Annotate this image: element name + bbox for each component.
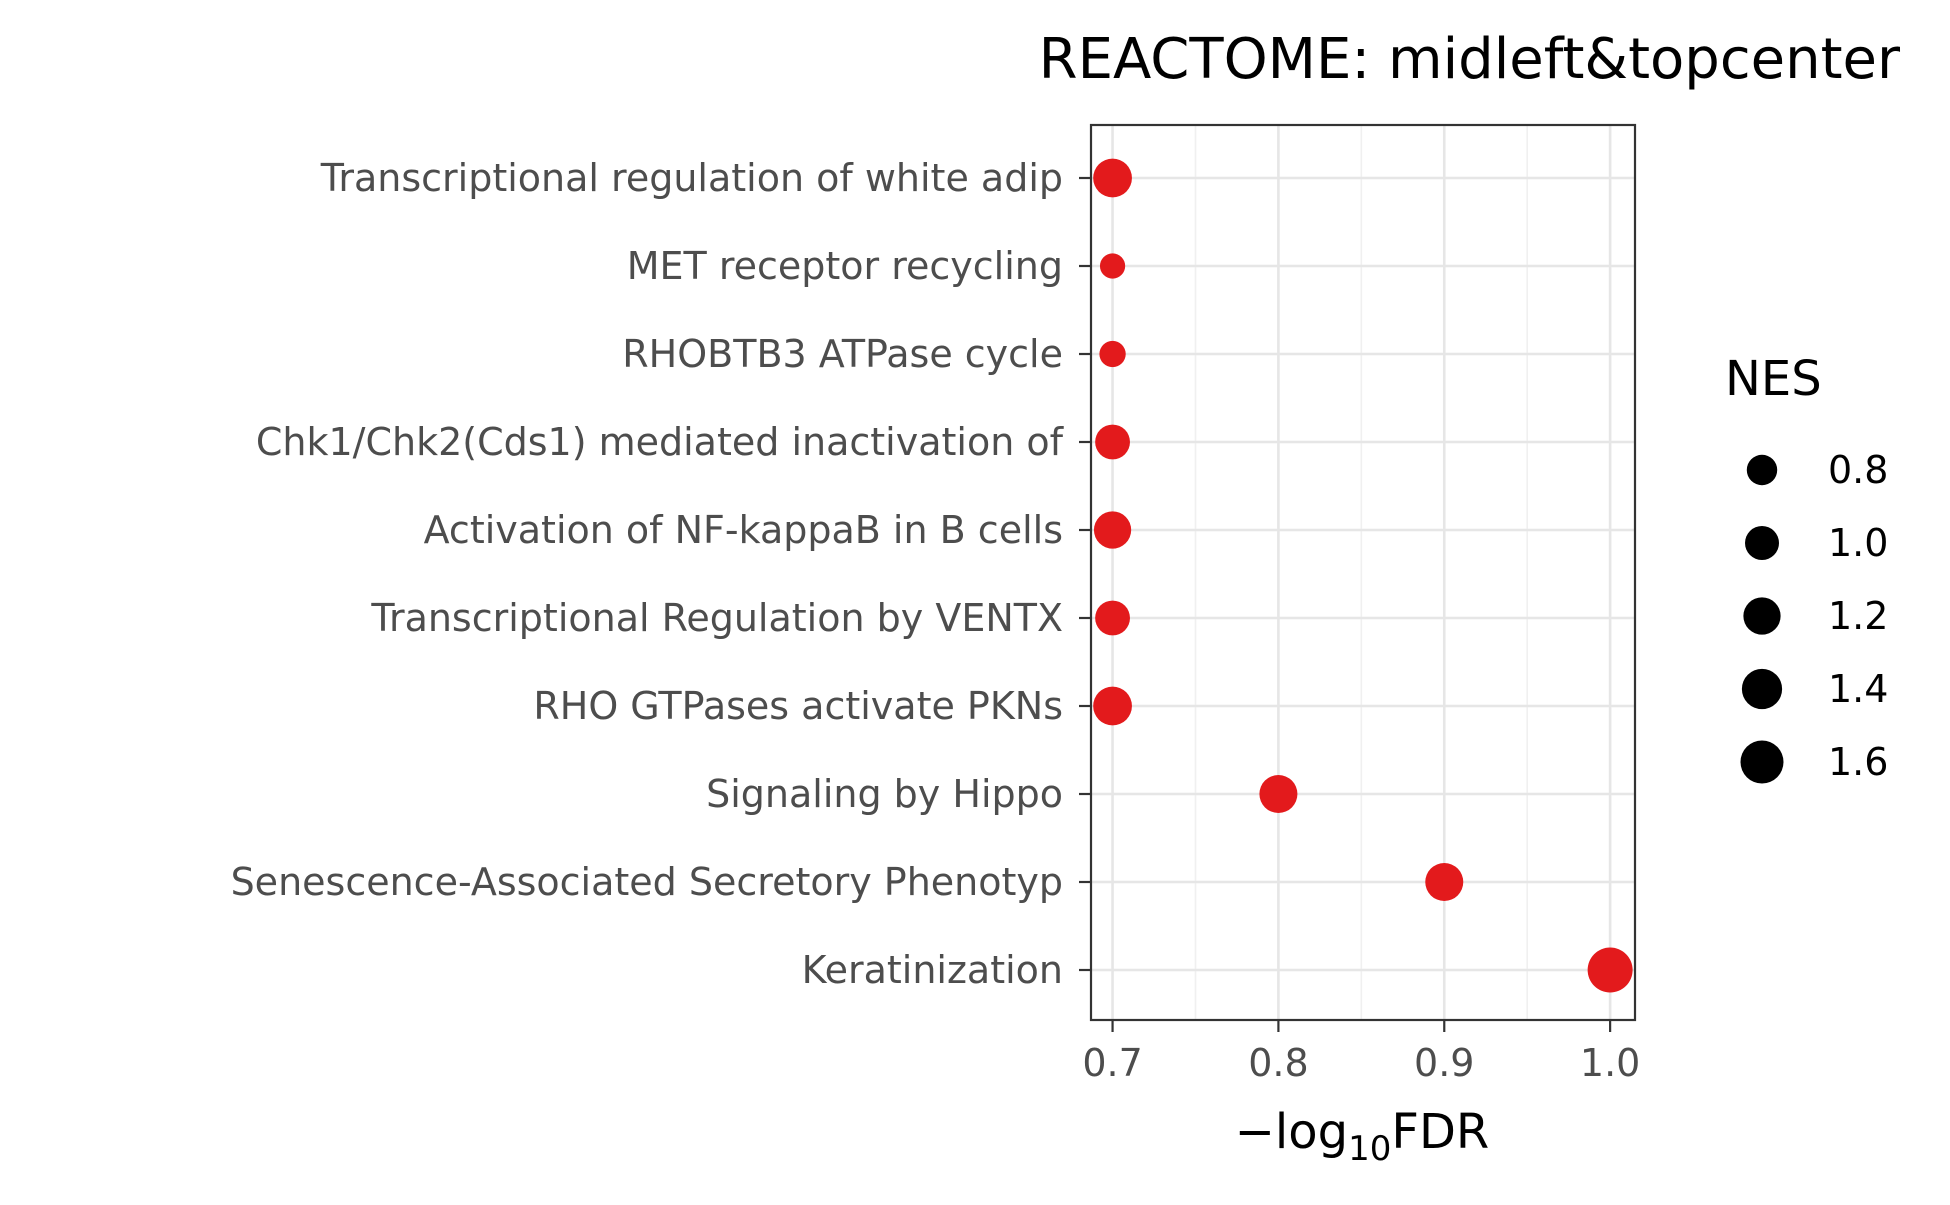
y-tick-label: MET receptor recycling	[627, 244, 1063, 288]
legend-label: 0.8	[1828, 448, 1888, 492]
data-point	[1259, 774, 1298, 814]
legend-items: 0.8 1.0 1.2 1.4 1.6	[1740, 448, 1888, 784]
x-tick-label: 0.9	[1414, 1041, 1474, 1085]
chart-title: REACTOME: midleft&topcenter	[1039, 27, 1901, 92]
y-tick-label: Transcriptional regulation of white adip	[320, 156, 1063, 200]
x-tick-label: 0.8	[1248, 1041, 1308, 1085]
y-tick-label: Chk1/Chk2(Cds1) mediated inactivation of	[256, 420, 1065, 464]
y-tick-label: Senescence-Associated Secretory Phenotyp	[231, 860, 1063, 904]
y-tick-label: RHO GTPases activate PKNs	[533, 684, 1063, 728]
data-point	[1099, 340, 1126, 368]
data-point	[1093, 511, 1132, 549]
x-axis-title-tail: FDR	[1391, 1104, 1489, 1160]
data-point	[1095, 600, 1130, 636]
points-layer	[1093, 158, 1633, 993]
y-tick-label: Keratinization	[802, 948, 1063, 992]
x-axis-title-subscript: 10	[1348, 1129, 1391, 1169]
data-point	[1095, 424, 1130, 460]
legend-key-circle	[1740, 740, 1784, 784]
data-point	[1093, 158, 1132, 198]
x-tick-label: 0.7	[1082, 1041, 1142, 1085]
legend-key-circle	[1746, 454, 1778, 486]
legend-title: NES	[1725, 351, 1822, 407]
y-tick-label: Activation of NF-kappaB in B cells	[424, 508, 1063, 552]
data-point	[1425, 862, 1464, 902]
legend-label: 1.6	[1828, 740, 1888, 784]
data-point	[1587, 947, 1633, 993]
legend-label: 1.2	[1828, 594, 1888, 638]
data-point	[1093, 686, 1132, 726]
legend-key-circle	[1745, 526, 1779, 560]
y-tick-label: RHOBTB3 ATPase cycle	[622, 332, 1063, 376]
legend-key-circle	[1741, 668, 1783, 710]
x-tick-label: 1.0	[1580, 1041, 1640, 1085]
x-axis-title: −log10FDR	[1235, 1104, 1490, 1169]
x-axis-title-main: −log	[1235, 1104, 1348, 1160]
y-axis: Transcriptional regulation of white adip…	[231, 156, 1091, 992]
grid-layer	[1091, 125, 1635, 1020]
x-axis: 0.7 0.8 0.9 1.0	[1082, 1020, 1640, 1085]
y-tick-label: Transcriptional Regulation by VENTX	[370, 596, 1063, 640]
y-tick-label: Signaling by Hippo	[706, 772, 1063, 816]
legend: NES 0.8 1.0 1.2 1.4 1.6	[1725, 351, 1888, 784]
panel-border	[1089, 123, 1637, 1022]
data-point	[1099, 253, 1126, 279]
legend-key-circle	[1743, 597, 1781, 635]
legend-label: 1.4	[1828, 667, 1888, 711]
legend-label: 1.0	[1828, 521, 1888, 565]
